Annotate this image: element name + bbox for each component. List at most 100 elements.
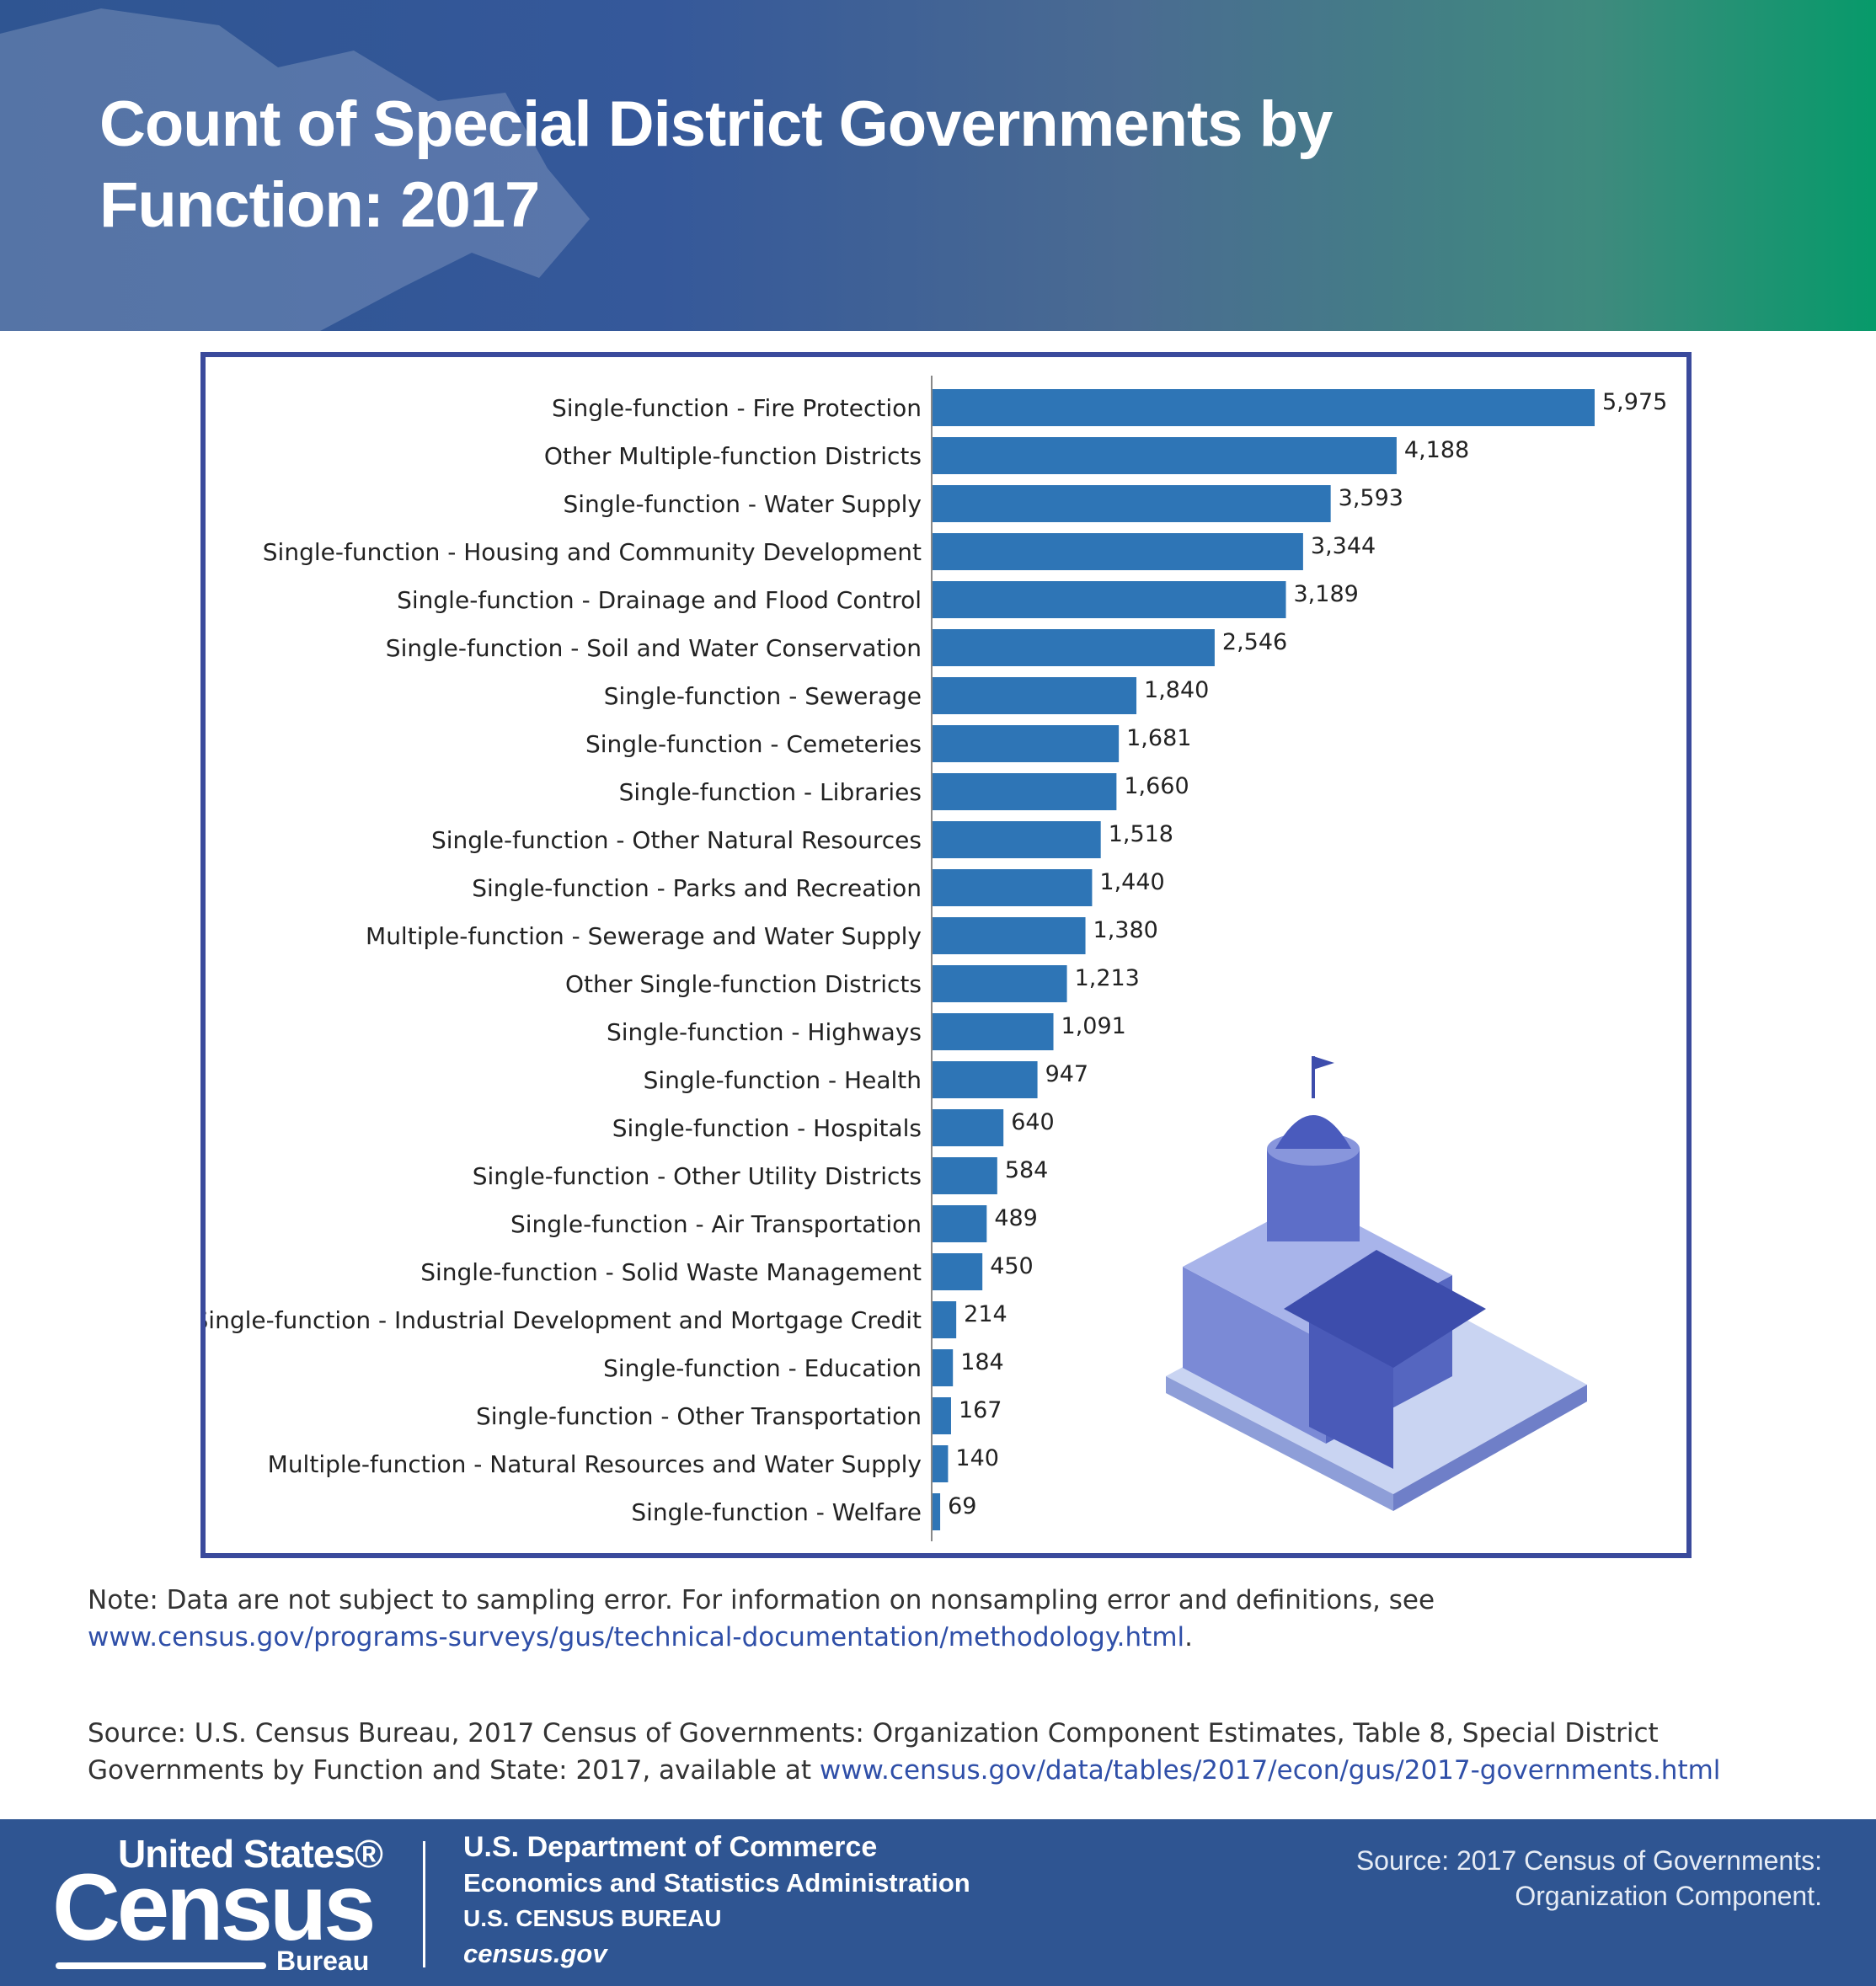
category-label: Other Multiple-function Districts bbox=[544, 442, 922, 470]
bar bbox=[933, 917, 1086, 954]
bar bbox=[933, 581, 1286, 618]
value-label: 3,189 bbox=[1294, 581, 1359, 607]
value-label: 1,091 bbox=[1061, 1013, 1126, 1039]
title-line-2: Function: 2017 bbox=[99, 169, 540, 241]
bar bbox=[933, 1013, 1054, 1050]
title-line-1: Count of Special District Governments by bbox=[99, 88, 1333, 160]
value-label: 584 bbox=[1005, 1157, 1049, 1183]
logo-united-states: United States® bbox=[118, 1832, 383, 1876]
bar bbox=[933, 485, 1331, 522]
category-label: Single-function - Other Natural Resource… bbox=[431, 826, 922, 854]
category-label: Single-function - Education bbox=[603, 1354, 922, 1382]
category-label: Single-function - Libraries bbox=[619, 778, 922, 806]
chart-frame: Single-function - Fire Protection 5,975 Ot… bbox=[200, 352, 1692, 1558]
footer: United States® Census Bureau U.S. Depart… bbox=[0, 1819, 1876, 1986]
category-label: Single-function - Fire Protection bbox=[552, 394, 922, 422]
us-map-background-icon bbox=[0, 8, 590, 331]
value-label: 1,380 bbox=[1093, 917, 1158, 943]
category-label: Single-function - Health bbox=[644, 1066, 922, 1094]
category-label: Single-function - Parks and Recreation bbox=[472, 874, 922, 902]
category-label: Single-function - Solid Waste Management bbox=[420, 1258, 922, 1286]
bar bbox=[933, 1397, 951, 1434]
value-label: 1,518 bbox=[1109, 821, 1173, 847]
value-label: 140 bbox=[955, 1445, 999, 1471]
category-label: Single-function - Water Supply bbox=[563, 490, 922, 518]
bar bbox=[933, 533, 1303, 570]
note-body: Note: Data are not subject to sampling e… bbox=[88, 1585, 1435, 1615]
value-label: 1,213 bbox=[1075, 965, 1140, 991]
bar bbox=[933, 869, 1093, 906]
bar bbox=[933, 1205, 987, 1242]
category-label: Multiple-function - Natural Resources an… bbox=[268, 1450, 922, 1478]
bar bbox=[933, 677, 1137, 714]
logo-census: Census bbox=[52, 1855, 377, 1960]
category-label: Single-function - Other Transportation bbox=[476, 1402, 922, 1430]
value-label: 3,344 bbox=[1311, 533, 1376, 559]
category-label: Single-function - Welfare bbox=[631, 1498, 922, 1526]
bar bbox=[933, 1301, 957, 1338]
value-label: 489 bbox=[994, 1205, 1038, 1231]
source-text: Source: U.S. Census Bureau, 2017 Census … bbox=[88, 1715, 1823, 1789]
bar bbox=[933, 629, 1215, 666]
value-label: 1,440 bbox=[1099, 869, 1164, 895]
value-label: 1,681 bbox=[1126, 725, 1191, 751]
category-label: Single-function - Hospitals bbox=[612, 1114, 922, 1142]
value-label: 3,593 bbox=[1339, 485, 1403, 511]
page-title: Count of Special District Governments by… bbox=[99, 84, 1333, 246]
dept-census-bureau: U.S. CENSUS BUREAU bbox=[463, 1905, 722, 1931]
bar bbox=[933, 1157, 997, 1194]
category-label: Single-function - Cemeteries bbox=[585, 730, 922, 758]
value-label: 947 bbox=[1045, 1061, 1089, 1087]
bar bbox=[933, 1445, 949, 1482]
category-label: Other Single-function Districts bbox=[565, 970, 922, 998]
methodology-link[interactable]: www.census.gov/programs-surveys/gus/tech… bbox=[88, 1622, 1185, 1652]
census-gov-link[interactable]: census.gov bbox=[463, 1939, 607, 1968]
bar bbox=[933, 389, 1595, 426]
category-label: Single-function - Industrial Development… bbox=[206, 1306, 922, 1334]
bar bbox=[933, 1349, 954, 1386]
bar-chart: Single-function - Fire Protection 5,975 Ot… bbox=[206, 376, 1667, 1541]
bar bbox=[933, 1253, 983, 1290]
bar bbox=[933, 965, 1067, 1002]
bar bbox=[933, 773, 1117, 810]
bar bbox=[933, 821, 1101, 858]
logo-bureau: Bureau bbox=[276, 1946, 370, 1976]
footer-source: Source: 2017 Census of Governments: Orga… bbox=[1356, 1843, 1822, 1914]
footer-divider bbox=[423, 1841, 425, 1967]
logo-underline bbox=[56, 1962, 266, 1969]
tables-link[interactable]: www.census.gov/data/tables/2017/econ/gus… bbox=[819, 1755, 1721, 1786]
footer-source-line-1: Source: 2017 Census of Governments: bbox=[1355, 1845, 1822, 1876]
footer-source-line-2: Organization Component. bbox=[1515, 1881, 1822, 1911]
value-label: 69 bbox=[948, 1493, 976, 1519]
bar bbox=[933, 1109, 1004, 1146]
bar bbox=[933, 1493, 941, 1530]
value-label: 5,975 bbox=[1602, 389, 1667, 415]
category-label: Single-function - Sewerage bbox=[604, 682, 922, 710]
category-label: Multiple-function - Sewerage and Water S… bbox=[366, 922, 922, 950]
category-label: Single-function - Highways bbox=[607, 1018, 922, 1046]
value-label: 1,840 bbox=[1144, 677, 1209, 703]
dept-esa: Economics and Statistics Administration bbox=[463, 1868, 970, 1898]
value-label: 4,188 bbox=[1404, 437, 1469, 463]
value-label: 184 bbox=[960, 1349, 1004, 1375]
category-label: Single-function - Air Transportation bbox=[510, 1210, 922, 1238]
value-label: 640 bbox=[1011, 1109, 1055, 1135]
value-label: 2,546 bbox=[1222, 629, 1287, 655]
category-label: Single-function - Soil and Water Conserv… bbox=[386, 634, 922, 662]
category-label: Single-function - Drainage and Flood Con… bbox=[397, 586, 922, 614]
value-label: 167 bbox=[959, 1397, 1002, 1423]
source-body: Source: U.S. Census Bureau, 2017 Census … bbox=[88, 1718, 1659, 1786]
header-banner: Count of Special District Governments by… bbox=[0, 0, 1876, 331]
bar bbox=[933, 725, 1120, 762]
value-label: 450 bbox=[990, 1253, 1034, 1279]
note-text: Note: Data are not subject to sampling e… bbox=[88, 1582, 1772, 1656]
capitol-building-icon bbox=[1166, 1056, 1587, 1511]
dept-commerce: U.S. Department of Commerce bbox=[463, 1831, 878, 1863]
note-end: . bbox=[1184, 1622, 1193, 1652]
category-label: Single-function - Other Utility District… bbox=[473, 1162, 922, 1190]
category-label: Single-function - Housing and Community … bbox=[263, 538, 922, 566]
value-label: 1,660 bbox=[1124, 773, 1189, 799]
value-label: 214 bbox=[964, 1301, 1007, 1327]
bar bbox=[933, 437, 1397, 474]
bar bbox=[933, 1061, 1038, 1098]
